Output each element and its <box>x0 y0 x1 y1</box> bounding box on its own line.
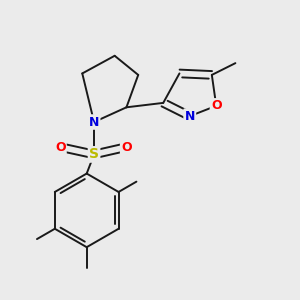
Text: N: N <box>89 116 99 128</box>
Text: O: O <box>121 141 132 154</box>
Text: O: O <box>55 141 65 154</box>
Text: N: N <box>184 110 195 123</box>
Text: O: O <box>211 99 222 112</box>
Text: S: S <box>89 147 99 161</box>
